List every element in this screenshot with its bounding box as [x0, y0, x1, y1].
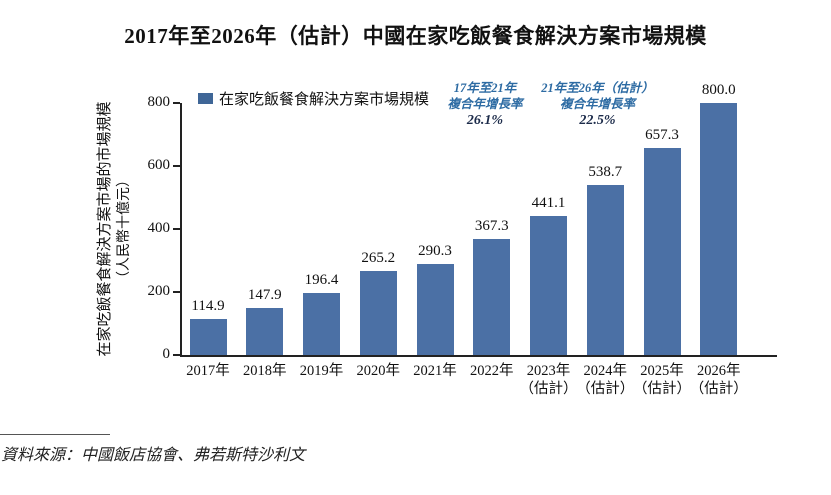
bar-value-label: 114.9: [191, 297, 225, 314]
bar-value-label: 657.3: [645, 126, 679, 143]
bar: [473, 239, 511, 355]
bar-value-label: 196.4: [304, 272, 339, 289]
bar: [530, 216, 567, 355]
cagr-annotation-2017-2021: 17年至21年 複合年增長率 26.1%: [425, 80, 545, 129]
y-tick-label: 400: [147, 220, 171, 236]
bar-value-label: 147.9: [247, 287, 282, 304]
bar-value-label: 441.1: [531, 195, 566, 212]
x-tick-label: 2021年: [413, 363, 457, 379]
cagr-annotation-line2: 複合年增長率: [447, 97, 523, 111]
cagr-annotation-line1: 21年至26年（估計）: [541, 81, 654, 95]
bar-value-label: 800.0: [701, 82, 736, 98]
bar: [303, 293, 340, 355]
source-divider: [0, 434, 110, 435]
x-tick-label: 2018年: [243, 363, 287, 379]
legend-swatch-icon: [198, 93, 213, 104]
y-tick-mark: [173, 354, 180, 356]
bar: [643, 147, 681, 355]
x-tick-label: 2024年 （估計）: [576, 363, 635, 397]
x-tick-label: 2026年 （估計）: [689, 363, 748, 397]
bar: [416, 263, 454, 355]
cagr-annotation-line2: 複合年增長率: [559, 97, 635, 111]
x-axis-line: [180, 355, 777, 357]
y-tick-mark: [173, 291, 180, 293]
legend-label: 在家吃飯餐食解決方案市場規模: [219, 92, 430, 108]
bar: [189, 318, 227, 355]
y-tick-label: 200: [147, 283, 171, 299]
legend: 在家吃飯餐食解決方案市場規模: [198, 88, 429, 109]
bar: [700, 103, 738, 355]
y-tick-label: 600: [147, 157, 171, 173]
bar-value-label: 367.3: [474, 218, 509, 235]
cagr-annotation-value: 22.5%: [579, 113, 616, 128]
y-tick-mark: [173, 165, 180, 167]
cagr-annotation-2021-2026: 21年至26年（估計） 複合年增長率 22.5%: [525, 80, 670, 129]
chart-title: 2017年至2026年（估計）中國在家吃飯餐食解決方案市場規模: [124, 24, 707, 48]
x-tick-label: 2020年: [356, 363, 401, 379]
bar-value-label: 538.7: [588, 164, 623, 181]
y-tick-label: 800: [147, 94, 171, 110]
x-tick-label: 2019年: [299, 363, 344, 379]
source-note: 資料來源：中國飯店協會、弗若斯特沙利文: [1, 447, 306, 464]
x-tick-label: 2017年: [186, 363, 230, 379]
y-axis-line: [180, 103, 182, 355]
y-tick-label: 0: [162, 346, 171, 362]
cagr-annotation-line1: 17年至21年: [453, 81, 517, 95]
bar: [359, 271, 397, 355]
x-tick-label: 2023年 （估計）: [519, 363, 578, 397]
x-tick-label: 2022年: [470, 363, 514, 379]
bar-value-label: 265.2: [361, 250, 396, 267]
y-tick-mark: [173, 102, 180, 104]
y-tick-mark: [173, 228, 180, 230]
bar: [586, 185, 624, 355]
bar: [246, 308, 284, 355]
cagr-annotation-value: 26.1%: [466, 113, 504, 128]
y-axis-label-line1: 在家吃飯餐食解決方案市場的市場規模: [97, 101, 113, 357]
x-tick-label: 2025年 （估計）: [633, 363, 691, 397]
bar-value-label: 290.3: [418, 242, 452, 259]
